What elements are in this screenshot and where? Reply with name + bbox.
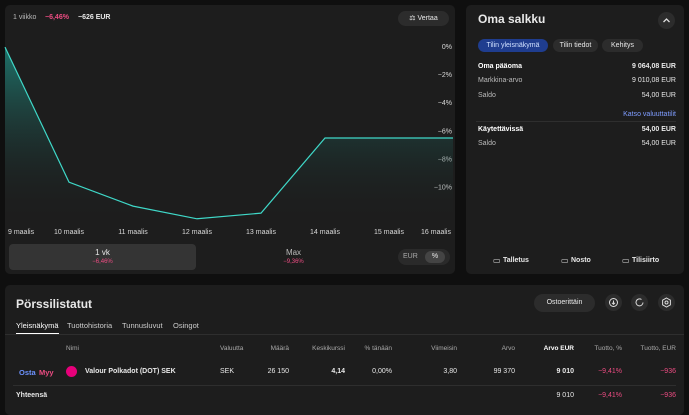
change-eur: −626 EUR [78,14,111,21]
compare-text: Vertaa [417,15,438,22]
settings-icon [662,297,671,308]
column-header[interactable]: Tuotto, % [594,345,622,352]
x-tick-label: 12 maalis [182,229,212,236]
portfolio-tab[interactable]: Kehitys [602,39,643,52]
x-tick-label: 9 maalis [8,229,35,236]
total-return-eur: −936 [660,392,676,399]
action-icon: ▭ [622,256,630,265]
line [4,46,453,220]
action-button[interactable]: Nosto [571,257,591,264]
total-return-pct: −9,41% [598,392,622,399]
y-tick-label: 0% [442,44,452,51]
column-header[interactable]: Arvo [501,345,515,352]
cell: 0,00% [372,368,392,375]
x-tick-label: 10 maalis [54,229,84,236]
range-button[interactable]: 1 vk −6,46% [9,244,196,270]
row-label: Saldo [478,92,496,99]
y-tick-label: −2% [438,72,452,79]
row-value: 9 010,08 EUR [632,77,676,84]
divider [13,385,676,386]
collapse-button[interactable] [658,12,675,29]
action-button[interactable]: Talletus [503,257,529,264]
row-value: 9 064,08 EUR [632,63,676,70]
x-tick-label: 13 maalis [246,229,276,236]
compare-label: ⚖ Vertaa [409,15,438,22]
column-header[interactable]: Nimi [66,345,79,352]
cell: SEK [220,368,235,375]
area [5,47,453,223]
cell: 26 150 [267,368,289,375]
column-header[interactable]: Valuutta [220,345,244,352]
portfolio-title: Oma salkku [478,12,546,26]
x-tick-label: 14 maalis [310,229,340,236]
action-icon: ▭ [561,256,569,265]
row-label: Markkina-arvo [478,77,523,84]
portfolio-tab[interactable]: Tilin yleisnäkymä [478,39,548,52]
range-label: 1 vk [95,248,110,257]
column-header[interactable]: % tänään [364,345,392,352]
settings-button[interactable] [658,294,675,311]
buy-button[interactable]: Osta [19,368,36,377]
total-value: 9 010 [556,392,574,399]
cell: Valour Polkadot (DOT) SEK [85,368,176,375]
cell: 3,80 [443,368,457,375]
action-icon: ▭ [493,256,501,265]
chevron-icon [663,18,670,23]
column-header[interactable]: Keskikurssi [312,345,345,352]
divider [476,121,676,122]
holdings-tab[interactable]: Yleisnäkymä [16,321,59,334]
range-change: −6,46% [92,259,113,265]
cell: −936 [660,368,676,375]
row-label: Saldo [478,140,496,147]
unit-option[interactable]: EUR [403,253,418,260]
holdings-title: Pörssilistatut [16,297,93,311]
column-header[interactable]: Määrä [270,345,289,352]
row-value: 54,00 EUR [641,126,676,133]
unit-option[interactable]: % [425,251,445,263]
cell: 9 010 [556,368,574,375]
y-tick-label: −6% [438,128,452,135]
cell: 4,14 [331,368,345,375]
currency-accounts-link[interactable]: Katso valuuttatilit [623,111,676,118]
cell: 99 370 [493,368,515,375]
divider [5,334,684,335]
column-header[interactable]: Tuotto, EUR [640,345,676,352]
row-value: 54,00 EUR [641,92,676,99]
change-pct: −6,46% [45,14,69,21]
compare-button[interactable]: ⚖ Vertaa [398,11,449,26]
range-label: Max [285,248,302,257]
x-tick-label: 11 maalis [118,229,148,236]
x-tick-label: 15 maalis [374,229,404,236]
x-tick-label: 16 maalis [421,229,451,236]
refresh-icon [635,298,644,307]
unit-toggle: EUR % [398,249,450,265]
download-button[interactable] [605,294,622,311]
sell-button[interactable]: Myy [39,368,54,377]
order-button[interactable]: Ostoerittäin [534,294,595,312]
action-button[interactable]: Tilisiirto [632,257,660,264]
period-label: 1 viikko [13,14,37,21]
cell: −9,41% [598,368,622,375]
download-icon [609,298,618,307]
row-value: 54,00 EUR [641,140,676,147]
column-header[interactable]: Arvo EUR [543,345,574,352]
asset-icon [66,366,77,377]
portfolio-tab[interactable]: Tilin tiedot [553,39,598,52]
page: 1 viikko −6,46% −626 EUR ⚖ Vertaa 0% −2% −… [4,5,684,415]
row-label: Käytettävissä [478,126,524,133]
holdings-tab[interactable]: Tuottohistoria [67,321,113,330]
y-tick-label: −4% [438,100,452,107]
total-label: Yhteensä [16,392,48,399]
range-change: −9,36% [283,259,304,265]
column-header[interactable]: Viimeisin [431,345,457,352]
refresh-button[interactable] [631,294,648,311]
range-button[interactable]: Max −9,36% [200,244,387,270]
holdings-tab[interactable]: Osingot [173,321,199,330]
row-label: Oma pääoma [478,63,522,70]
holdings-tab[interactable]: Tunnusluvut [122,321,163,330]
